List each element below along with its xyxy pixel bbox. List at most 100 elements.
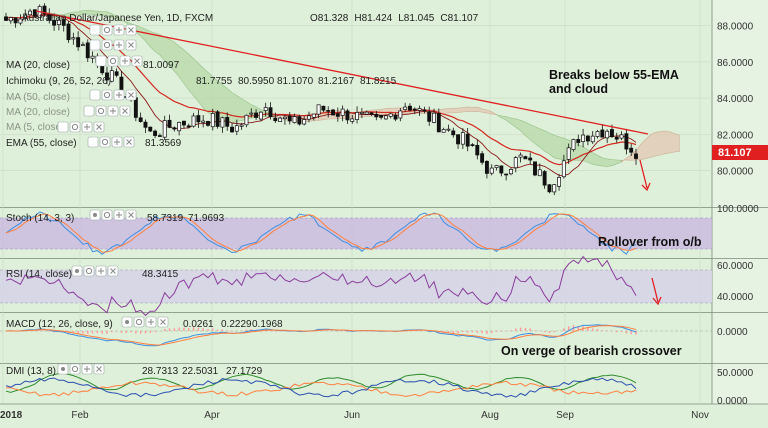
icon-frame xyxy=(83,265,95,277)
close-icon[interactable] xyxy=(125,209,137,221)
candle-body xyxy=(268,107,273,118)
eye-icon[interactable] xyxy=(87,136,99,148)
macd-line-value: 0.2229 xyxy=(221,319,252,330)
annotation-macd: On verge of bearish crossover xyxy=(501,344,682,358)
close-icon[interactable] xyxy=(119,105,131,117)
candle-body xyxy=(239,124,244,127)
eye-pupil xyxy=(87,109,91,113)
ema-legend-label[interactable]: EMA (55, close) xyxy=(6,138,77,149)
macd-panel[interactable] xyxy=(0,313,712,363)
candle-body xyxy=(302,119,307,125)
candle-body xyxy=(4,16,8,21)
candle-body xyxy=(480,153,485,163)
gear-icon[interactable] xyxy=(101,24,113,36)
plus-icon[interactable] xyxy=(145,316,157,328)
gear-icon[interactable] xyxy=(101,89,113,101)
close-mark xyxy=(160,319,166,325)
price-axis[interactable] xyxy=(712,0,768,404)
stoch-k-value: 58.7319 xyxy=(147,213,184,224)
stoch-legend-label[interactable]: Stoch (14, 3, 3) xyxy=(6,213,74,224)
gear-icon[interactable] xyxy=(69,363,81,375)
dmi-legend-label[interactable]: DMI (13, 8) xyxy=(6,366,56,377)
candle-body xyxy=(561,160,566,178)
hidden-indicator-2[interactable]: MA (20, close) xyxy=(6,107,70,118)
plus-icon[interactable] xyxy=(107,105,119,117)
ma-legend-value: 81.0097 xyxy=(143,60,180,71)
eye-icon[interactable] xyxy=(57,121,69,133)
candle-body xyxy=(258,111,263,120)
eye-icon[interactable] xyxy=(89,24,101,36)
plus-icon[interactable] xyxy=(113,24,125,36)
close-icon[interactable] xyxy=(157,316,169,328)
candle-body xyxy=(412,108,417,111)
stoch-overbought-band xyxy=(0,218,712,249)
plus-icon[interactable] xyxy=(113,89,125,101)
candle-body xyxy=(167,119,172,128)
plus-icon[interactable] xyxy=(111,136,123,148)
plus-icon[interactable] xyxy=(81,121,93,133)
candle-body xyxy=(614,136,619,140)
close-icon[interactable] xyxy=(131,55,143,67)
candle-body xyxy=(273,117,278,122)
candle-body xyxy=(585,135,590,142)
plus-icon[interactable] xyxy=(113,209,125,221)
candle-body xyxy=(619,134,624,139)
gear-icon[interactable] xyxy=(99,136,111,148)
plus-icon[interactable] xyxy=(119,55,131,67)
gear-icon[interactable] xyxy=(133,316,145,328)
candle-body xyxy=(388,113,393,117)
gear-icon[interactable] xyxy=(101,209,113,221)
candle-body xyxy=(71,37,76,40)
close-icon[interactable] xyxy=(125,39,137,51)
eye-icon[interactable] xyxy=(121,316,133,328)
candle-body xyxy=(76,37,81,48)
candle-body xyxy=(8,17,13,22)
close-icon[interactable] xyxy=(107,265,119,277)
eye-icon[interactable] xyxy=(71,265,83,277)
candle-body xyxy=(162,120,167,138)
plus-mark xyxy=(84,124,90,130)
gear-icon[interactable] xyxy=(101,39,113,51)
eye-icon[interactable] xyxy=(89,39,101,51)
eye-icon[interactable] xyxy=(89,209,101,221)
candle-body xyxy=(61,19,66,26)
eye-icon[interactable] xyxy=(57,363,69,375)
candle-body xyxy=(287,115,292,122)
close-icon[interactable] xyxy=(123,136,135,148)
close-mark xyxy=(128,212,134,218)
close-icon[interactable] xyxy=(125,24,137,36)
macd-legend-label[interactable]: MACD (12, 26, close, 9) xyxy=(6,319,113,330)
last-price-tag: 81.107 xyxy=(712,145,768,160)
down-arrow-rsi xyxy=(651,277,662,306)
gear-icon[interactable] xyxy=(107,55,119,67)
eye-icon[interactable] xyxy=(83,105,95,117)
candle-body xyxy=(566,147,571,160)
close-mark xyxy=(134,58,140,64)
gear-icon[interactable] xyxy=(95,105,107,117)
dmi-panel[interactable] xyxy=(0,364,712,404)
symbol-title[interactable]: Australian Dollar/Japanese Yen, 1D, FXCM xyxy=(22,13,213,24)
hidden-indicator-1[interactable]: MA (50, close) xyxy=(6,92,70,103)
plus-icon[interactable] xyxy=(81,363,93,375)
close-icon[interactable] xyxy=(93,121,105,133)
close-icon[interactable] xyxy=(125,89,137,101)
candle-body xyxy=(571,139,576,150)
candle-body xyxy=(340,108,345,116)
eye-icon[interactable] xyxy=(95,55,107,67)
candle-body xyxy=(379,114,384,118)
rsi-legend-label[interactable]: RSI (14, close) xyxy=(6,269,72,280)
candle-body xyxy=(427,111,432,122)
gear-icon[interactable] xyxy=(69,121,81,133)
eye-icon[interactable] xyxy=(89,89,101,101)
ichimoku-legend-label[interactable]: Ichimoku (9, 26, 52, 26) xyxy=(6,76,111,87)
ma-legend-label[interactable]: MA (20, close) xyxy=(6,60,70,71)
eye-pupil xyxy=(75,269,79,273)
plus-icon[interactable] xyxy=(95,265,107,277)
candle-body xyxy=(441,129,446,133)
plus-icon[interactable] xyxy=(113,39,125,51)
hidden-indicator-3[interactable]: MA (5, close) xyxy=(6,122,64,133)
gear-icon[interactable] xyxy=(83,265,95,277)
close-mark xyxy=(96,124,102,130)
close-icon[interactable] xyxy=(93,363,105,375)
